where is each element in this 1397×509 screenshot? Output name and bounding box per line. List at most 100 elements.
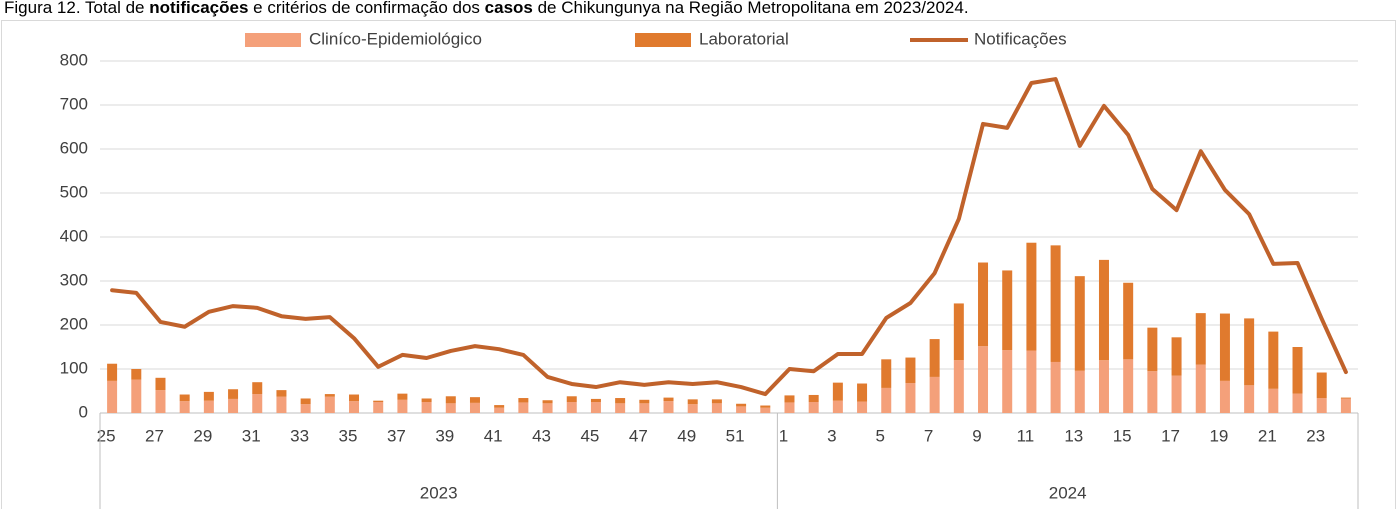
bar-segment (639, 403, 650, 413)
legend-label: Cliníco-Epidemiológico (309, 29, 482, 48)
bar-segment (445, 396, 456, 404)
x-tick-label: 25 (97, 426, 116, 445)
bar-segment (276, 390, 287, 397)
x-tick-label: 13 (1064, 426, 1083, 445)
bar-segment (518, 402, 529, 413)
bar-segment (1074, 276, 1085, 371)
bar-segment (155, 390, 166, 413)
bar-segment (300, 398, 311, 405)
x-tick-label: 19 (1209, 426, 1228, 445)
x-tick-label: 31 (242, 426, 261, 445)
x-tick-label: 43 (532, 426, 551, 445)
bar-segment (1147, 327, 1158, 372)
bar-segment (663, 397, 674, 402)
title-segment: casos (485, 0, 533, 17)
bar-segment (687, 404, 698, 413)
bar-segment (953, 303, 964, 361)
x-tick-label: 41 (484, 426, 503, 445)
bar-segment (518, 398, 529, 403)
bar-segment (760, 405, 771, 408)
bar-segment (615, 403, 626, 413)
chart-frame (1, 20, 1396, 509)
bar-segment (1195, 313, 1206, 365)
bar-segment (1026, 350, 1037, 413)
x-tick-label: 51 (726, 426, 745, 445)
bar-segment (905, 357, 916, 384)
y-tick-label: 400 (60, 226, 88, 245)
y-tick-label: 200 (60, 314, 88, 333)
bar-segment (276, 396, 287, 413)
x-tick-label: 17 (1161, 426, 1180, 445)
y-tick-label: 600 (60, 138, 88, 157)
x-tick-label: 15 (1113, 426, 1132, 445)
bar-segment (1340, 397, 1351, 399)
bar-segment (107, 363, 118, 381)
bar-segment (905, 383, 916, 413)
bar-segment (494, 405, 505, 408)
y-tick-label: 500 (60, 182, 88, 201)
bar-segment (203, 400, 214, 413)
bar-segment (929, 339, 940, 377)
bar-segment (784, 395, 795, 403)
bar-segment (711, 403, 722, 413)
line (110, 77, 1348, 397)
bar-segment (1219, 380, 1230, 413)
bar-segment (566, 396, 577, 402)
bar-segment (1316, 398, 1327, 413)
x-tick-label: 27 (145, 426, 164, 445)
bar-segment (1002, 350, 1013, 413)
bar-segment (469, 402, 480, 413)
bar-segment (953, 360, 964, 413)
bar-segment (1292, 347, 1303, 394)
chart-title: Figura 12. Total de notificações e crité… (4, 0, 969, 17)
bar-segment (349, 401, 360, 413)
bar-segment (397, 393, 408, 400)
bar-segment (1316, 372, 1327, 399)
bar-segment (590, 402, 601, 413)
bar-segment (857, 401, 868, 413)
group-label: 2023 (420, 483, 458, 502)
bar-segment (179, 394, 190, 402)
x-tick-label: 5 (876, 426, 885, 445)
title-segment: e critérios de confirmação dos (248, 0, 484, 17)
title-segment: Figura 12. Total de (4, 0, 149, 17)
bar-segment (881, 359, 892, 388)
bar-segment (131, 379, 142, 413)
bar-segment (1219, 313, 1230, 381)
bar-segment (1050, 361, 1061, 413)
bar-segment (808, 402, 819, 413)
x-tick-label: 49 (677, 426, 696, 445)
y-tick-label: 700 (60, 94, 88, 113)
bar-segment (1292, 393, 1303, 413)
bar-segment (155, 377, 166, 391)
bar-segment (469, 397, 480, 403)
bar-segment (1171, 337, 1182, 376)
bar-segment (639, 399, 650, 404)
legend-label: Laboratorial (699, 29, 789, 48)
bar-segment (857, 383, 868, 402)
x-tick-label: 35 (339, 426, 358, 445)
legend-swatch (635, 33, 691, 47)
bar-segment (1026, 242, 1037, 351)
legend-swatch (245, 33, 301, 47)
bar-segment (542, 400, 553, 404)
bar-segment (421, 398, 432, 402)
y-tick-label: 800 (60, 50, 88, 69)
x-tick-label: 23 (1306, 426, 1325, 445)
x-tick-label: 7 (924, 426, 933, 445)
bar-segment (445, 403, 456, 413)
group-label: 2024 (1049, 483, 1087, 502)
y-tick-label: 0 (79, 402, 88, 421)
bar-segment (252, 394, 263, 413)
bar-segment (784, 402, 795, 413)
bar-segment (615, 398, 626, 404)
bar-segment (1098, 360, 1109, 413)
bar-segment (736, 403, 747, 407)
bar-segment (1268, 388, 1279, 413)
bar-segment (978, 262, 989, 347)
bar-segment (131, 369, 142, 380)
bar-segment (1268, 331, 1279, 389)
bar-segment (349, 394, 360, 402)
x-tick-label: 37 (387, 426, 406, 445)
